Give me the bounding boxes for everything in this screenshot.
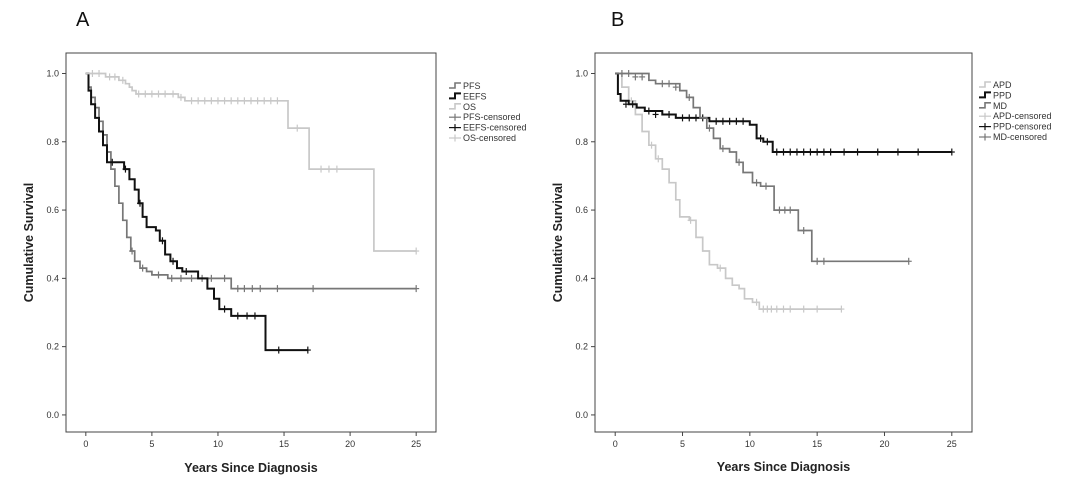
- x-tick-label: 0: [613, 439, 618, 449]
- legend: PFSEEFSOSPFS-censoredEEFS-censoredOS-cen…: [449, 81, 527, 143]
- legend-label: EEFS-censored: [463, 123, 527, 133]
- plot-frame: [65, 52, 437, 433]
- x-tick-label: 5: [149, 439, 154, 449]
- x-tick-label: 20: [345, 439, 355, 449]
- series-apd: [615, 72, 845, 313]
- y-tick-label: 1.0: [46, 68, 59, 78]
- y-tick-label: 0.2: [575, 342, 588, 352]
- legend-label: PFS-censored: [463, 112, 521, 122]
- series-pfs: [85, 72, 420, 293]
- y-tick-label: 0.0: [46, 410, 59, 420]
- legend-swatch: [449, 82, 461, 89]
- plot-frame: [594, 52, 973, 433]
- legend: APDPPDMDAPD-censoredPPD-censoredMD-censo…: [979, 80, 1052, 142]
- legend-swatch: [449, 103, 461, 110]
- x-tick-label: 25: [411, 439, 421, 449]
- survival-curve: [85, 72, 417, 290]
- x-tick-label: 25: [947, 439, 957, 449]
- y-axis-title: Cumulative Survival: [551, 183, 565, 303]
- x-tick-label: 5: [680, 439, 685, 449]
- legend-item: PPD: [979, 90, 1012, 100]
- legend-item: PFS: [449, 81, 481, 91]
- legend-label: PFS: [463, 81, 481, 91]
- panel-letter: A: [76, 9, 90, 31]
- legend-label: OS: [463, 102, 476, 112]
- y-tick-label: 0.8: [46, 137, 59, 147]
- y-tick-label: 0.6: [575, 205, 588, 215]
- plot-area: [615, 69, 955, 313]
- series-ppd: [615, 72, 955, 156]
- legend-label: OS-censored: [463, 133, 516, 143]
- y-tick-label: 0.4: [46, 273, 59, 283]
- legend-label: APD: [993, 80, 1012, 90]
- series-md: [615, 69, 912, 265]
- legend-label: MD: [993, 101, 1007, 111]
- legend-label: APD-censored: [993, 111, 1052, 121]
- legend-item: MD-censored: [979, 132, 1047, 142]
- legend-item: OS: [449, 102, 476, 112]
- series-os: [85, 69, 420, 255]
- legend-swatch: [979, 102, 991, 109]
- legend-item: APD: [979, 80, 1012, 90]
- legend-item: MD: [979, 101, 1007, 111]
- legend-swatch: [979, 81, 991, 88]
- legend-item: OS-censored: [449, 133, 516, 143]
- x-axis-title: Years Since Diagnosis: [184, 461, 317, 475]
- plot-area: [85, 69, 420, 354]
- panel-letter: B: [611, 9, 624, 31]
- legend-label: EEFS: [463, 91, 487, 101]
- survival-curve: [85, 72, 308, 352]
- x-tick-label: 15: [812, 439, 822, 449]
- legend-swatch: [449, 92, 461, 100]
- y-tick-label: 0.6: [46, 205, 59, 215]
- x-axis-title: Years Since Diagnosis: [717, 460, 850, 474]
- panel-a: A 0.0 0.2 0.4 0.6 0.8 1.0 0 5 10 15 20 25 Years Since…: [22, 9, 527, 475]
- survival-curve: [615, 72, 842, 310]
- legend-item: EEFS: [449, 91, 487, 101]
- y-tick-label: 0.4: [575, 273, 588, 283]
- x-tick-label: 10: [745, 439, 755, 449]
- legend-item: APD-censored: [979, 111, 1052, 121]
- series-eefs: [85, 72, 311, 354]
- legend-item: EEFS-censored: [449, 123, 527, 133]
- legend-label: PPD: [993, 90, 1012, 100]
- legend-swatch: [979, 91, 991, 99]
- survival-curve: [85, 72, 417, 252]
- x-tick-label: 10: [213, 439, 223, 449]
- legend-item: PFS-censored: [449, 112, 521, 122]
- y-tick-label: 1.0: [575, 68, 588, 78]
- panel-b: B 0.0 0.2 0.4 0.6 0.8 1.0 0 5 10 15 20 25 Years Since…: [551, 9, 1052, 474]
- legend-label: MD-censored: [993, 132, 1047, 142]
- y-tick-label: 0.2: [46, 342, 59, 352]
- y-tick-label: 0.0: [575, 410, 588, 420]
- y-tick-label: 0.8: [575, 137, 588, 147]
- legend-item: PPD-censored: [979, 122, 1052, 132]
- x-tick-label: 15: [279, 439, 289, 449]
- legend-label: PPD-censored: [993, 122, 1052, 132]
- y-axis-title: Cumulative Survival: [22, 183, 36, 303]
- x-tick-label: 20: [879, 439, 889, 449]
- x-tick-label: 0: [83, 439, 88, 449]
